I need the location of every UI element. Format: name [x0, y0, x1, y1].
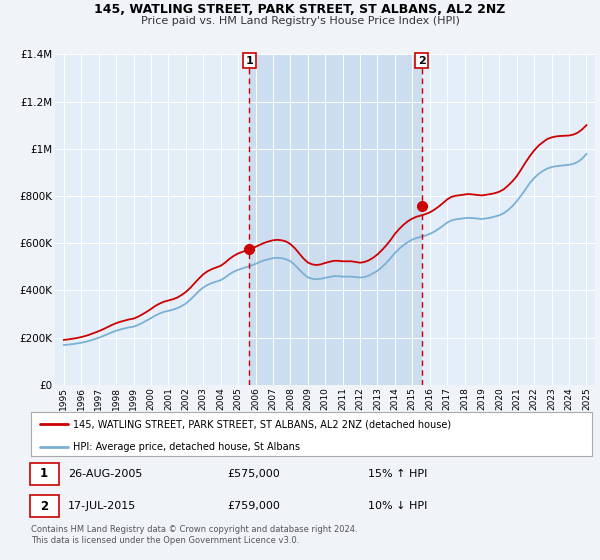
Text: 17-JUL-2015: 17-JUL-2015 [68, 501, 136, 511]
Text: Contains HM Land Registry data © Crown copyright and database right 2024.
This d: Contains HM Land Registry data © Crown c… [31, 525, 358, 545]
Text: 145, WATLING STREET, PARK STREET, ST ALBANS, AL2 2NZ (detached house): 145, WATLING STREET, PARK STREET, ST ALB… [73, 419, 451, 429]
Text: HPI: Average price, detached house, St Albans: HPI: Average price, detached house, St A… [73, 441, 300, 451]
Text: 145, WATLING STREET, PARK STREET, ST ALBANS, AL2 2NZ: 145, WATLING STREET, PARK STREET, ST ALB… [94, 3, 506, 16]
Text: 15% ↑ HPI: 15% ↑ HPI [368, 469, 427, 479]
FancyBboxPatch shape [29, 494, 59, 517]
Text: 1: 1 [245, 55, 253, 66]
Text: 2: 2 [40, 500, 48, 512]
Text: 2: 2 [418, 55, 425, 66]
Text: £759,000: £759,000 [227, 501, 280, 511]
Text: 1: 1 [40, 468, 48, 480]
FancyBboxPatch shape [29, 463, 59, 486]
Text: Price paid vs. HM Land Registry's House Price Index (HPI): Price paid vs. HM Land Registry's House … [140, 16, 460, 26]
Text: £575,000: £575,000 [227, 469, 280, 479]
Bar [250, 54, 422, 385]
Text: 10% ↓ HPI: 10% ↓ HPI [368, 501, 427, 511]
Text: 26-AUG-2005: 26-AUG-2005 [68, 469, 142, 479]
